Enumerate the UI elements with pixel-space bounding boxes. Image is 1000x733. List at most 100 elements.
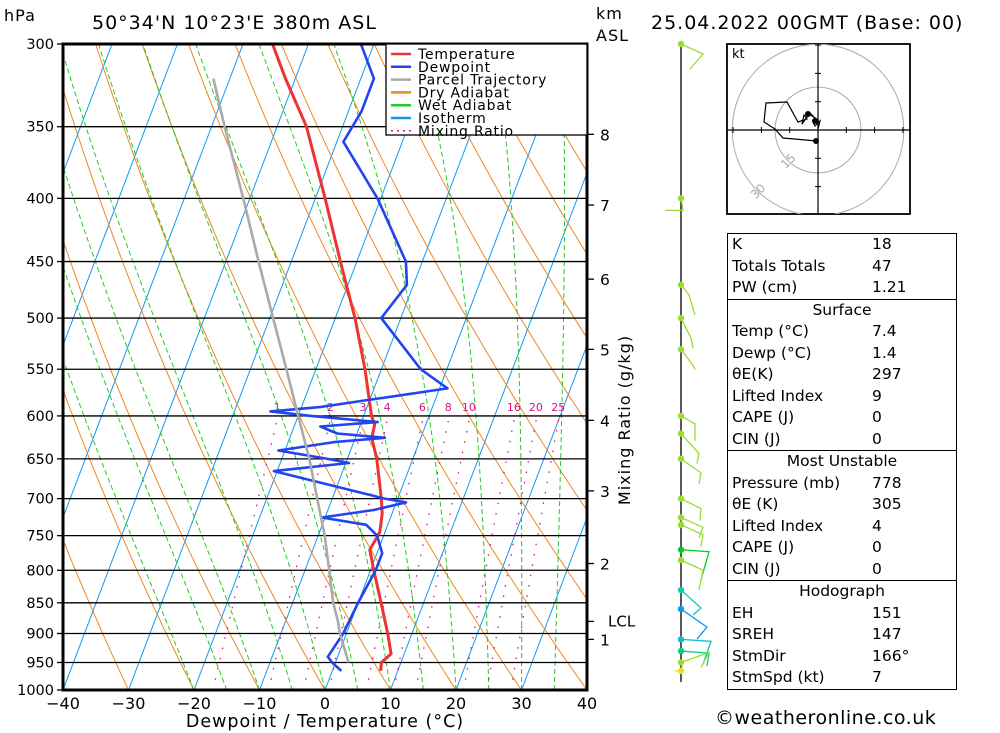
index-row: Dewp (°C) 1.4 bbox=[732, 343, 897, 362]
wind-barb bbox=[665, 198, 684, 212]
wind-barb bbox=[680, 284, 696, 316]
isotherm bbox=[63, 44, 113, 175]
legend-label: Wet Adiabat bbox=[418, 98, 512, 114]
index-row: θE(K) 297 bbox=[732, 365, 902, 383]
pressure-tick-label: 550 bbox=[26, 362, 54, 378]
wind-barb-dot bbox=[677, 636, 685, 643]
dewpoint-line bbox=[269, 44, 449, 672]
mixing-ratio-label: 1 bbox=[274, 401, 281, 414]
location-title: 50°34'N 10°23'E 380m ASL bbox=[92, 12, 377, 34]
index-row: EH 151 bbox=[732, 603, 902, 622]
wind-barb bbox=[680, 559, 704, 591]
pressure-tick-label: 600 bbox=[26, 409, 54, 425]
wet-adiabat bbox=[63, 51, 293, 690]
wet-adiabat bbox=[494, 44, 523, 690]
legend-label: Parcel Trajectory bbox=[418, 73, 547, 89]
pressure-unit-label: hPa bbox=[4, 6, 36, 25]
indices-panel: K 18 Totals Totals 47 PW (cm) 1.21 Surface … bbox=[727, 233, 957, 690]
mixing-ratio-line bbox=[415, 415, 471, 690]
index-row: StmSpd (kt) 7 bbox=[732, 668, 882, 686]
mixing-ratio-axis-label: Mixing Ratio (g/kg) bbox=[615, 335, 634, 505]
legend-box bbox=[385, 43, 588, 136]
wind-barb bbox=[680, 317, 694, 349]
mixing-ratio-label: 16 bbox=[507, 401, 521, 414]
wind-barb bbox=[680, 43, 705, 70]
wind-barb-dot bbox=[677, 430, 685, 437]
index-row: CAPE (J) 0 bbox=[732, 538, 882, 556]
dry-adiabat bbox=[141, 44, 457, 690]
mixing-ratio-label: 2 bbox=[327, 401, 334, 414]
dry-adiabat bbox=[978, 44, 1000, 690]
legend-label: Temperature bbox=[417, 47, 515, 63]
index-row: Lifted Index 4 bbox=[732, 516, 882, 535]
km-tick-label: 1 bbox=[600, 631, 610, 649]
index-row: PW (cm) 1.21 bbox=[732, 278, 907, 296]
legend-label: Dry Adiabat bbox=[418, 85, 510, 101]
isotherm bbox=[455, 343, 587, 690]
legend-label: Dewpoint bbox=[418, 60, 491, 76]
profiles bbox=[212, 44, 449, 672]
mixing-ratio-label: 25 bbox=[551, 401, 565, 414]
km-tick-label: 5 bbox=[600, 341, 610, 359]
km-tick-label: 8 bbox=[600, 126, 610, 144]
index-row: CAPE (J) 0 bbox=[732, 408, 882, 426]
index-row: Totals Totals 47 bbox=[732, 256, 892, 275]
isotherm bbox=[193, 44, 440, 690]
pressure-tick-label: 800 bbox=[26, 563, 54, 579]
x-tick-label: 0 bbox=[320, 694, 330, 713]
hodograph-point bbox=[805, 111, 811, 117]
pressure-tick-label: 450 bbox=[26, 255, 54, 271]
index-row: Temp (°C) 7.4 bbox=[732, 322, 897, 340]
pressure-tick-label: 850 bbox=[26, 596, 54, 612]
datetime-title: 25.04.2022 00GMT (Base: 00) bbox=[651, 12, 964, 34]
wind-barb-dot bbox=[677, 605, 685, 613]
wind-barb bbox=[680, 638, 712, 665]
pressure-tick-label: 300 bbox=[26, 37, 54, 53]
wind-barb bbox=[680, 589, 702, 616]
hodograph-section: Hodograph EH 151 SREH 147 StmDir 166° StmSp… bbox=[728, 580, 956, 689]
pressure-tick-label: 400 bbox=[26, 191, 54, 207]
wind-barb-dot bbox=[677, 412, 685, 420]
wet-adiabat bbox=[415, 44, 490, 690]
wind-barb-dot bbox=[677, 455, 685, 463]
copyright-link[interactable]: ©weatheronline.co.uk bbox=[715, 707, 937, 729]
surface-section: Surface Temp (°C) 7.4 Dewp (°C) 1.4 θE(K) 2… bbox=[728, 298, 956, 451]
wind-barb bbox=[680, 348, 696, 370]
mixing-ratio-label: 3 bbox=[360, 401, 367, 414]
wind-barb bbox=[680, 608, 708, 640]
hodograph-surface-dot bbox=[813, 138, 819, 144]
wind-barb bbox=[680, 549, 710, 580]
isotherm bbox=[63, 44, 178, 347]
x-tick-label: −10 bbox=[243, 694, 277, 713]
mixing-ratio-labels: 1 2 3 4 6 8 10 16 20 25 bbox=[274, 401, 566, 414]
wind-barb-dot bbox=[677, 556, 685, 564]
isotherm bbox=[63, 44, 244, 520]
wind-barb-dot bbox=[677, 659, 685, 666]
index-row: CIN (J) 0 bbox=[732, 559, 882, 578]
dry-adiabat bbox=[327, 44, 587, 512]
most-unstable-section: Most Unstable Pressure (mb) 778 θE (K) 305… bbox=[728, 450, 956, 580]
mixing-ratio-label: 6 bbox=[419, 401, 426, 414]
wet-adiabat bbox=[258, 44, 424, 690]
dry-adiabat bbox=[63, 538, 129, 690]
km-tick-label: 7 bbox=[600, 197, 610, 215]
index-row: StmDir 166° bbox=[732, 646, 910, 665]
wind-barb-dot bbox=[677, 281, 685, 289]
legend-label: Isotherm bbox=[418, 111, 487, 127]
legend-label: Mixing Ratio bbox=[418, 124, 514, 140]
x-axis-label: Dewpoint / Temperature (°C) bbox=[186, 712, 464, 732]
isotherm bbox=[128, 44, 375, 690]
pressure-tick-label: 700 bbox=[26, 492, 54, 508]
wind-barb-dot bbox=[677, 314, 685, 322]
dry-adiabat bbox=[95, 44, 391, 690]
pressure-tick-label: 500 bbox=[26, 311, 54, 327]
mixing-ratio-label: 4 bbox=[384, 401, 391, 414]
mixing-ratio-line bbox=[328, 415, 389, 690]
index-row: Lifted Index 9 bbox=[732, 386, 882, 405]
x-tick-label: 20 bbox=[446, 694, 466, 713]
km-unit-label: km bbox=[596, 4, 623, 23]
wind-barbs bbox=[665, 40, 712, 682]
wind-barb-dot bbox=[677, 40, 685, 48]
pressure-tick-label: 350 bbox=[26, 120, 54, 136]
